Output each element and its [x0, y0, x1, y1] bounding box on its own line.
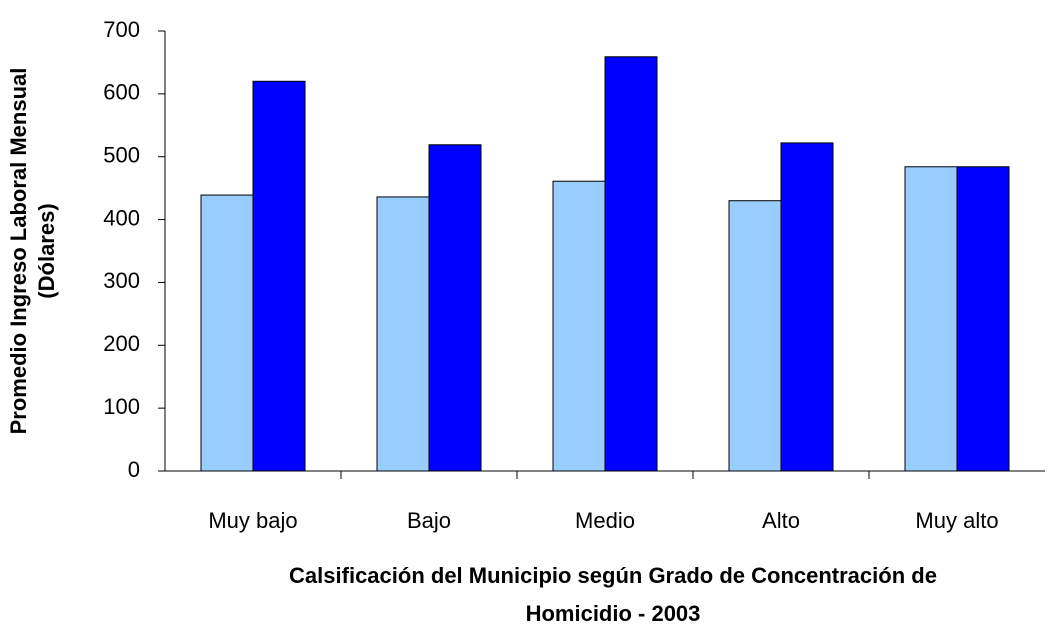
bar — [604, 56, 658, 472]
x-tick-label: Muy bajo — [208, 508, 297, 533]
bar — [200, 194, 254, 472]
x-tick-label: Muy alto — [915, 508, 998, 533]
y-tick-label: 0 — [128, 457, 140, 482]
y-axis-label: (Dólares) — [34, 203, 59, 298]
y-tick-label: 300 — [103, 268, 140, 293]
bar — [956, 166, 1010, 472]
bar — [780, 142, 834, 472]
bar — [552, 180, 606, 472]
y-axis-label: Promedio Ingreso Laboral Mensual — [6, 68, 31, 435]
y-tick-label: 600 — [103, 80, 140, 105]
y-tick-label: 700 — [103, 17, 140, 42]
bar — [428, 144, 482, 472]
bar — [904, 166, 958, 472]
y-tick-label: 500 — [103, 143, 140, 168]
x-tick-label: Bajo — [407, 508, 451, 533]
bar — [252, 80, 306, 472]
y-tick-label: 100 — [103, 394, 140, 419]
x-axis-label: Calsificación del Municipio según Grado … — [289, 563, 937, 588]
x-tick-label: Medio — [575, 508, 635, 533]
bar — [376, 196, 430, 472]
x-tick-label: Alto — [762, 508, 800, 533]
y-tick-label: 200 — [103, 331, 140, 356]
bar — [728, 200, 782, 472]
y-tick-label: 400 — [103, 205, 140, 230]
x-axis-label: Homicidio - 2003 — [526, 601, 701, 626]
